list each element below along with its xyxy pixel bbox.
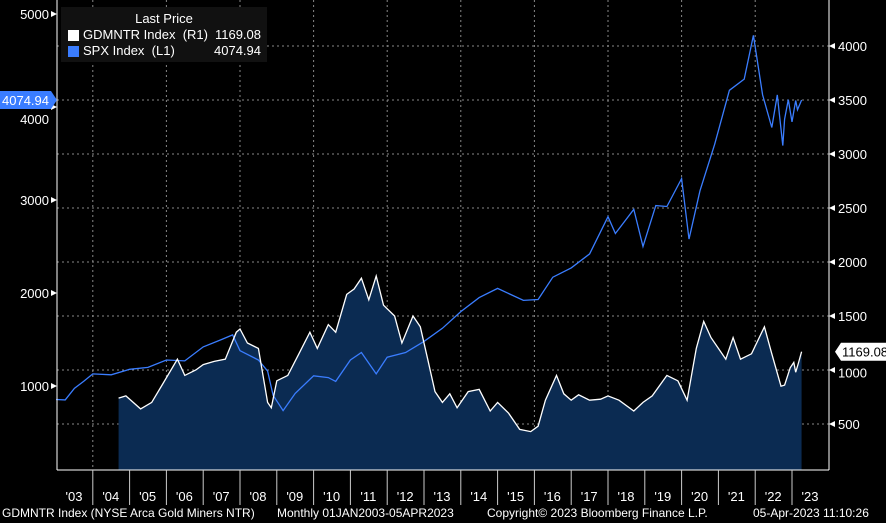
right-tick-label: 3000	[838, 147, 867, 162]
legend-value: 1169.08	[214, 27, 261, 42]
x-tick-label: '05	[139, 489, 156, 504]
series-axis: (L1)	[151, 43, 175, 58]
x-tick-label: '15	[507, 489, 524, 504]
legend-swatch-spx	[68, 45, 79, 57]
spx-line	[55, 35, 803, 412]
right-tick	[829, 421, 835, 427]
x-tick-label: '11	[360, 489, 376, 504]
left-tick-label: 1000	[20, 379, 49, 394]
footer-security: GDMNTR Index (NYSE Arca Gold Miners NTR)	[2, 506, 255, 520]
x-tick-label: '17	[581, 489, 598, 504]
right-tick-label: 4000	[838, 39, 867, 54]
legend-name: SPX Index (L1)	[83, 43, 214, 59]
x-tick-label: '08	[250, 489, 267, 504]
right-tick-label: 2000	[838, 255, 867, 270]
right-tick-label: 500	[838, 417, 860, 432]
x-tick-label: '19	[654, 489, 671, 504]
x-tick-label: '22	[765, 489, 782, 504]
legend-item-spx: SPX Index (L1) 4074.94	[61, 43, 267, 59]
legend-title: Last Price	[135, 11, 193, 26]
footer-timestamp: 05-Apr-2023 11:10:26	[753, 506, 869, 520]
x-tick-label: '14	[470, 489, 487, 504]
gdmntr-last-tag	[835, 342, 886, 361]
legend-swatch-gdmntr	[68, 29, 79, 41]
right-tick	[829, 259, 835, 265]
gdmntr-last-value: 1169.08	[842, 345, 886, 360]
left-tick-label: 3000	[20, 193, 49, 208]
x-tick-label: '10	[323, 489, 340, 504]
right-tick	[829, 313, 835, 319]
series-name: GDMNTR Index	[83, 27, 176, 42]
x-tick-label: '21	[728, 489, 745, 504]
legend: Last Price GDMNTR Index (R1) 1169.08 SPX…	[61, 7, 267, 62]
x-tick-label: '06	[176, 489, 193, 504]
axes: 500 1000 1500 2000 2500 3000 3500 4000 1000 2000 3…	[0, 0, 886, 505]
left-tick	[51, 11, 57, 17]
x-tick-label: '23	[802, 489, 819, 504]
right-tick-label: 1000	[838, 366, 867, 381]
left-tick-label: 5000	[20, 7, 49, 22]
x-tick-label: '07	[213, 489, 230, 504]
right-tick-label: 2500	[838, 201, 867, 216]
right-tick-label: 1500	[838, 309, 867, 324]
left-tick	[51, 290, 57, 296]
x-tick-label: '09	[286, 489, 303, 504]
gdmntr-area	[118, 276, 802, 470]
right-tick	[829, 205, 835, 211]
spx-last-value: 4074.94	[2, 93, 49, 108]
legend-name: GDMNTR Index (R1)	[83, 27, 215, 43]
left-tick	[51, 197, 57, 203]
spx-last-tag	[0, 91, 57, 110]
footer-copyright: Copyright© 2023 Bloomberg Finance L.P.	[487, 506, 708, 520]
right-tick	[829, 367, 835, 373]
right-tick	[829, 43, 835, 49]
left-tick-label: 2000	[20, 286, 49, 301]
left-tick-label: 4000	[20, 112, 49, 127]
right-tick	[829, 97, 835, 103]
legend-value: 4074.94	[214, 43, 261, 58]
gdmntr-line	[118, 273, 803, 433]
x-tick-label: '13	[434, 489, 451, 504]
legend-item-gdmntr: GDMNTR Index (R1) 1169.08	[61, 27, 267, 43]
x-tick-label: '16	[544, 489, 561, 504]
right-tick-label: 3500	[838, 93, 867, 108]
right-tick	[829, 151, 835, 157]
footer-period: Monthly 01JAN2003-05APR2023	[277, 506, 454, 520]
x-tick-label: '18	[618, 489, 635, 504]
left-tick	[51, 383, 57, 389]
x-tick-label: '12	[397, 489, 414, 504]
x-tick-label: '04	[102, 489, 119, 504]
series-name: SPX Index	[83, 43, 145, 58]
series-axis: (R1)	[182, 27, 208, 42]
x-tick-label: '20	[691, 489, 708, 504]
x-tick-label: '03	[66, 489, 83, 504]
